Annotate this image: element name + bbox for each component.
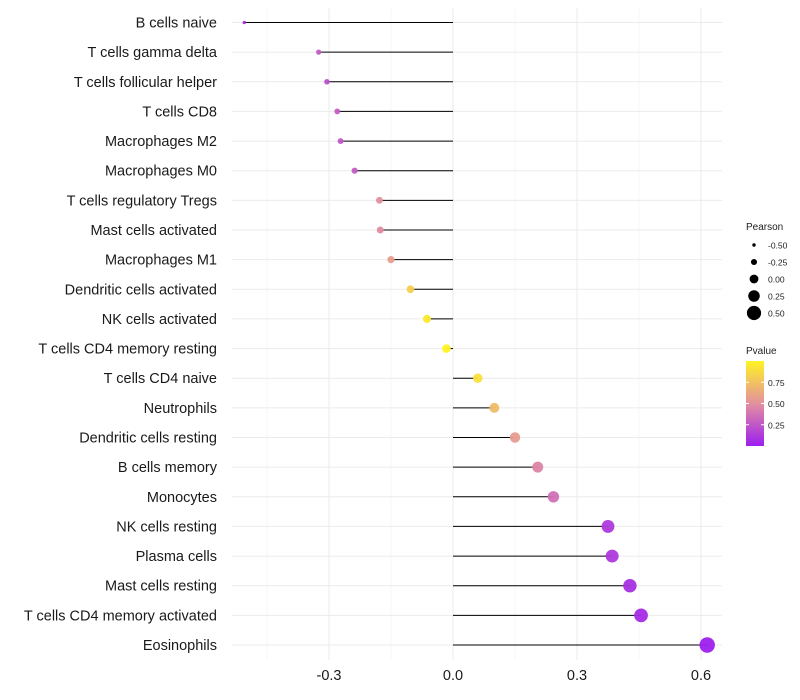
dot-plasma-cells (605, 549, 619, 563)
category-label: Plasma cells (136, 549, 217, 565)
size-legend-dot (750, 258, 758, 266)
color-legend-label: 0.25 (768, 420, 785, 430)
category-label: T cells follicular helper (74, 75, 217, 91)
dot-macrophages-m2 (337, 138, 344, 145)
category-label: B cells naive (136, 16, 217, 32)
dot-b-cells-naive (242, 20, 246, 25)
dot-dendritic-cells-activated (406, 285, 415, 294)
lollipop-stems (244, 22, 708, 646)
dot-t-cells-cd4-memory-resting (442, 344, 451, 353)
dot-nk-cells-activated (422, 314, 432, 323)
dot-t-cells-regulatory-tregs (375, 196, 383, 204)
size-legend-label: -0.25 (768, 258, 788, 268)
dot-macrophages-m0 (351, 167, 358, 174)
category-label: NK cells activated (102, 312, 217, 328)
color-legend-title: Pvalue (746, 346, 777, 357)
category-label: Neutrophils (144, 401, 217, 417)
dot-t-cells-cd8 (334, 108, 341, 115)
dot-b-cells-memory (532, 461, 544, 473)
lollipop-dots (242, 20, 715, 653)
category-labels: B cells naive T cells gamma delta T cells … (24, 16, 218, 655)
dot-t-cells-cd4-naive (473, 373, 483, 383)
size-legend: Pearson -0.50 -0.25 0.00 0.25 0.50 (746, 222, 788, 321)
category-label: Macrophages M1 (105, 253, 217, 269)
x-tick-label: 0.6 (691, 668, 711, 684)
x-tick-label: 0.0 (443, 668, 463, 684)
size-legend-dot (749, 274, 759, 284)
color-legend-label: 0.75 (768, 378, 785, 388)
size-legend-label: -0.50 (768, 241, 788, 251)
category-label: NK cells resting (116, 519, 217, 535)
category-label: T cells regulatory Tregs (67, 193, 217, 209)
dot-nk-cells-resting (601, 519, 615, 533)
x-tick-label: 0.3 (567, 668, 587, 684)
dot-dendritic-cells-resting (509, 432, 521, 443)
x-axis-ticks: -0.3 0.0 0.3 0.6 (317, 668, 712, 684)
category-label: T cells CD4 memory resting (38, 342, 217, 358)
dot-mast-cells-activated (376, 226, 384, 234)
category-label: T cells CD4 memory activated (24, 608, 217, 624)
category-label: Mast cells activated (90, 223, 217, 239)
category-label: Monocytes (147, 490, 217, 506)
color-legend-label: 0.50 (768, 399, 785, 409)
dot-eosinophils (699, 637, 715, 653)
size-legend-dot (748, 290, 760, 302)
category-label: Macrophages M2 (105, 134, 217, 150)
category-label: Mast cells resting (105, 579, 217, 595)
dot-t-cells-gamma-delta (316, 49, 322, 55)
color-legend: Pvalue 0.25 0.50 0.75 (746, 346, 785, 446)
size-legend-label: 0.50 (768, 309, 785, 319)
size-legend-label: 0.25 (768, 292, 785, 302)
category-label: Macrophages M0 (105, 164, 217, 180)
color-legend-bar (746, 361, 764, 446)
dot-neutrophils (489, 402, 500, 413)
category-label: Dendritic cells activated (65, 282, 217, 298)
dot-t-cells-follicular-helper (324, 79, 330, 85)
dot-mast-cells-resting (623, 578, 637, 593)
x-tick-label: -0.3 (317, 668, 342, 684)
dot-t-cells-cd4-memory-activated (634, 608, 648, 623)
dot-macrophages-m1 (387, 256, 395, 264)
size-legend-label: 0.00 (768, 275, 785, 285)
category-label: B cells memory (118, 460, 218, 476)
category-label: T cells CD8 (142, 104, 217, 120)
size-legend-title: Pearson (746, 222, 783, 233)
category-label: Eosinophils (143, 638, 217, 654)
dot-monocytes (547, 491, 560, 503)
size-legend-dot (746, 305, 762, 321)
category-label: T cells CD4 naive (104, 371, 217, 387)
category-label: T cells gamma delta (88, 45, 218, 61)
size-legend-dot (752, 243, 756, 247)
category-label: Dendritic cells resting (79, 431, 217, 447)
